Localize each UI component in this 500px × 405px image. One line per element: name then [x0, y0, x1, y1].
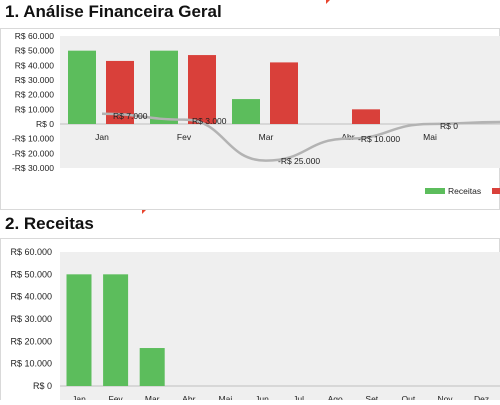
y-tick-label: R$ 30.000 [10, 314, 52, 324]
y-tick-label: R$ 50.000 [15, 46, 54, 56]
bar-receitas [150, 50, 178, 124]
x-category-label: Fev [109, 394, 124, 400]
y-tick-label: -R$ 10.000 [12, 134, 54, 144]
section-title-financial-analysis: 1. Análise Financeira Geral [5, 2, 222, 21]
legend-swatch-despesas [492, 188, 500, 194]
bar-despesas [188, 55, 216, 124]
x-category-label: Jan [95, 132, 109, 142]
bar-receitas [103, 274, 129, 386]
bar-receitas [68, 50, 96, 124]
x-category-label: Ago [328, 394, 343, 400]
y-tick-label: R$ 20.000 [15, 90, 54, 100]
red-corner-marker [326, 0, 330, 4]
x-category-label: Set [365, 394, 378, 400]
y-tick-label: R$ 10.000 [10, 359, 52, 369]
data-label-saldo: -R$ 10.000 [358, 134, 400, 144]
x-category-label: Dez [474, 394, 489, 400]
x-category-label: Jan [72, 394, 86, 400]
x-category-label: Mar [145, 394, 160, 400]
bar-receitas [232, 99, 260, 124]
data-label-saldo: R$ 7.000 [113, 111, 148, 121]
y-tick-label: R$ 60.000 [15, 31, 54, 41]
x-category-label: Out [402, 394, 416, 400]
y-tick-label: R$ 40.000 [10, 292, 52, 302]
x-category-label: Jul [293, 394, 304, 400]
x-category-label: Mar [259, 132, 274, 142]
y-tick-label: R$ 60.000 [10, 247, 52, 257]
x-category-label: Abr [182, 394, 195, 400]
data-label-saldo: R$ 0 [440, 121, 458, 131]
bar-despesas [352, 109, 380, 124]
x-category-label: Fev [177, 132, 192, 142]
y-tick-label: R$ 0 [36, 119, 54, 129]
y-tick-label: R$ 10.000 [15, 104, 54, 114]
data-label-saldo: -R$ 25.000 [278, 156, 320, 166]
plot-area [60, 252, 500, 405]
section-title-revenues: 2. Receitas [5, 214, 94, 233]
data-label-saldo: R$ 3.000 [192, 116, 227, 126]
y-tick-label: R$ 30.000 [15, 75, 54, 85]
y-tick-label: R$ 20.000 [10, 336, 52, 346]
revenues-chart: R$ 60.000 R$ 50.000 R$ 40.000 R$ 30.000 R$ 2… [0, 238, 500, 405]
bar-receitas [139, 348, 165, 386]
financial-analysis-chart: R$ 60.000 R$ 50.000 R$ 40.000 R$ 30.000 R$ 2… [0, 28, 500, 210]
x-category-label: Jun [255, 394, 269, 400]
red-corner-marker-2 [142, 210, 146, 214]
financial-analysis-chart-svg: R$ 60.000 R$ 50.000 R$ 40.000 R$ 30.000 R$ 2… [0, 28, 500, 210]
y-tick-label: R$ 0 [33, 381, 52, 391]
y-tick-label: R$ 40.000 [15, 60, 54, 70]
bar-despesas [270, 62, 298, 124]
legend-label-receitas: Receitas [448, 186, 481, 196]
x-category-label: Mai [423, 132, 437, 142]
y-tick-label: -R$ 30.000 [12, 163, 54, 173]
y-tick-label: R$ 50.000 [10, 269, 52, 279]
y-tick-label: -R$ 20.000 [12, 148, 54, 158]
legend-swatch-receitas [425, 188, 445, 194]
x-category-label: Nov [437, 394, 453, 400]
saldo-line [101, 112, 500, 162]
x-category-label: Mai [219, 394, 233, 400]
x-category-label: Abr [341, 132, 354, 142]
bar-receitas [66, 274, 92, 386]
revenues-chart-svg: R$ 60.000 R$ 50.000 R$ 40.000 R$ 30.000 R$ 2… [0, 238, 500, 405]
